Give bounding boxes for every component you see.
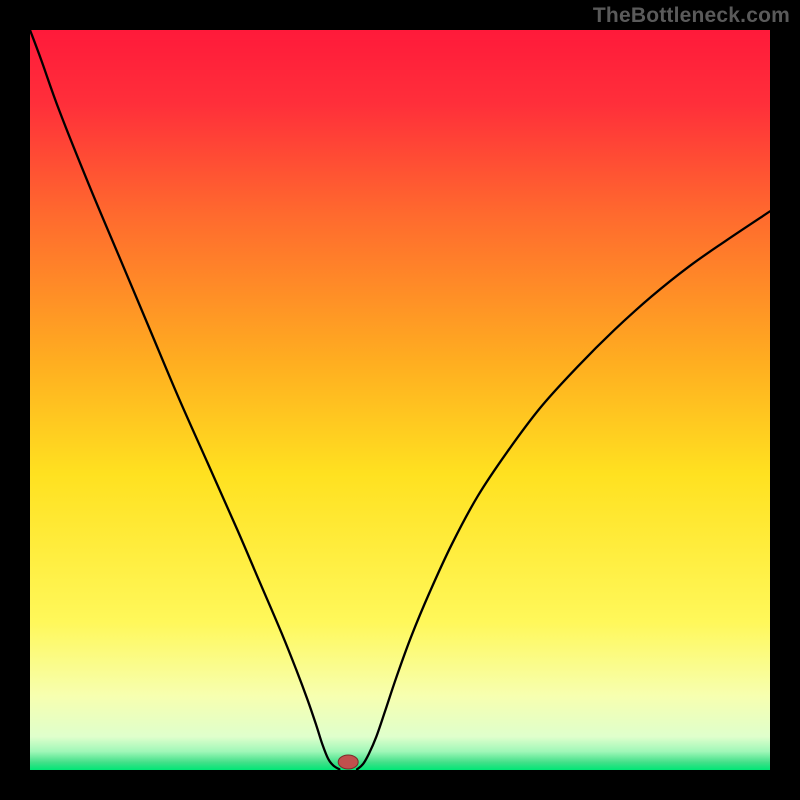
chart-frame: TheBottleneck.com bbox=[0, 0, 800, 800]
gradient-background bbox=[30, 30, 770, 770]
plot-area bbox=[30, 30, 770, 770]
chart-svg bbox=[30, 30, 770, 770]
watermark-text: TheBottleneck.com bbox=[593, 4, 790, 28]
minimum-marker bbox=[338, 755, 358, 769]
